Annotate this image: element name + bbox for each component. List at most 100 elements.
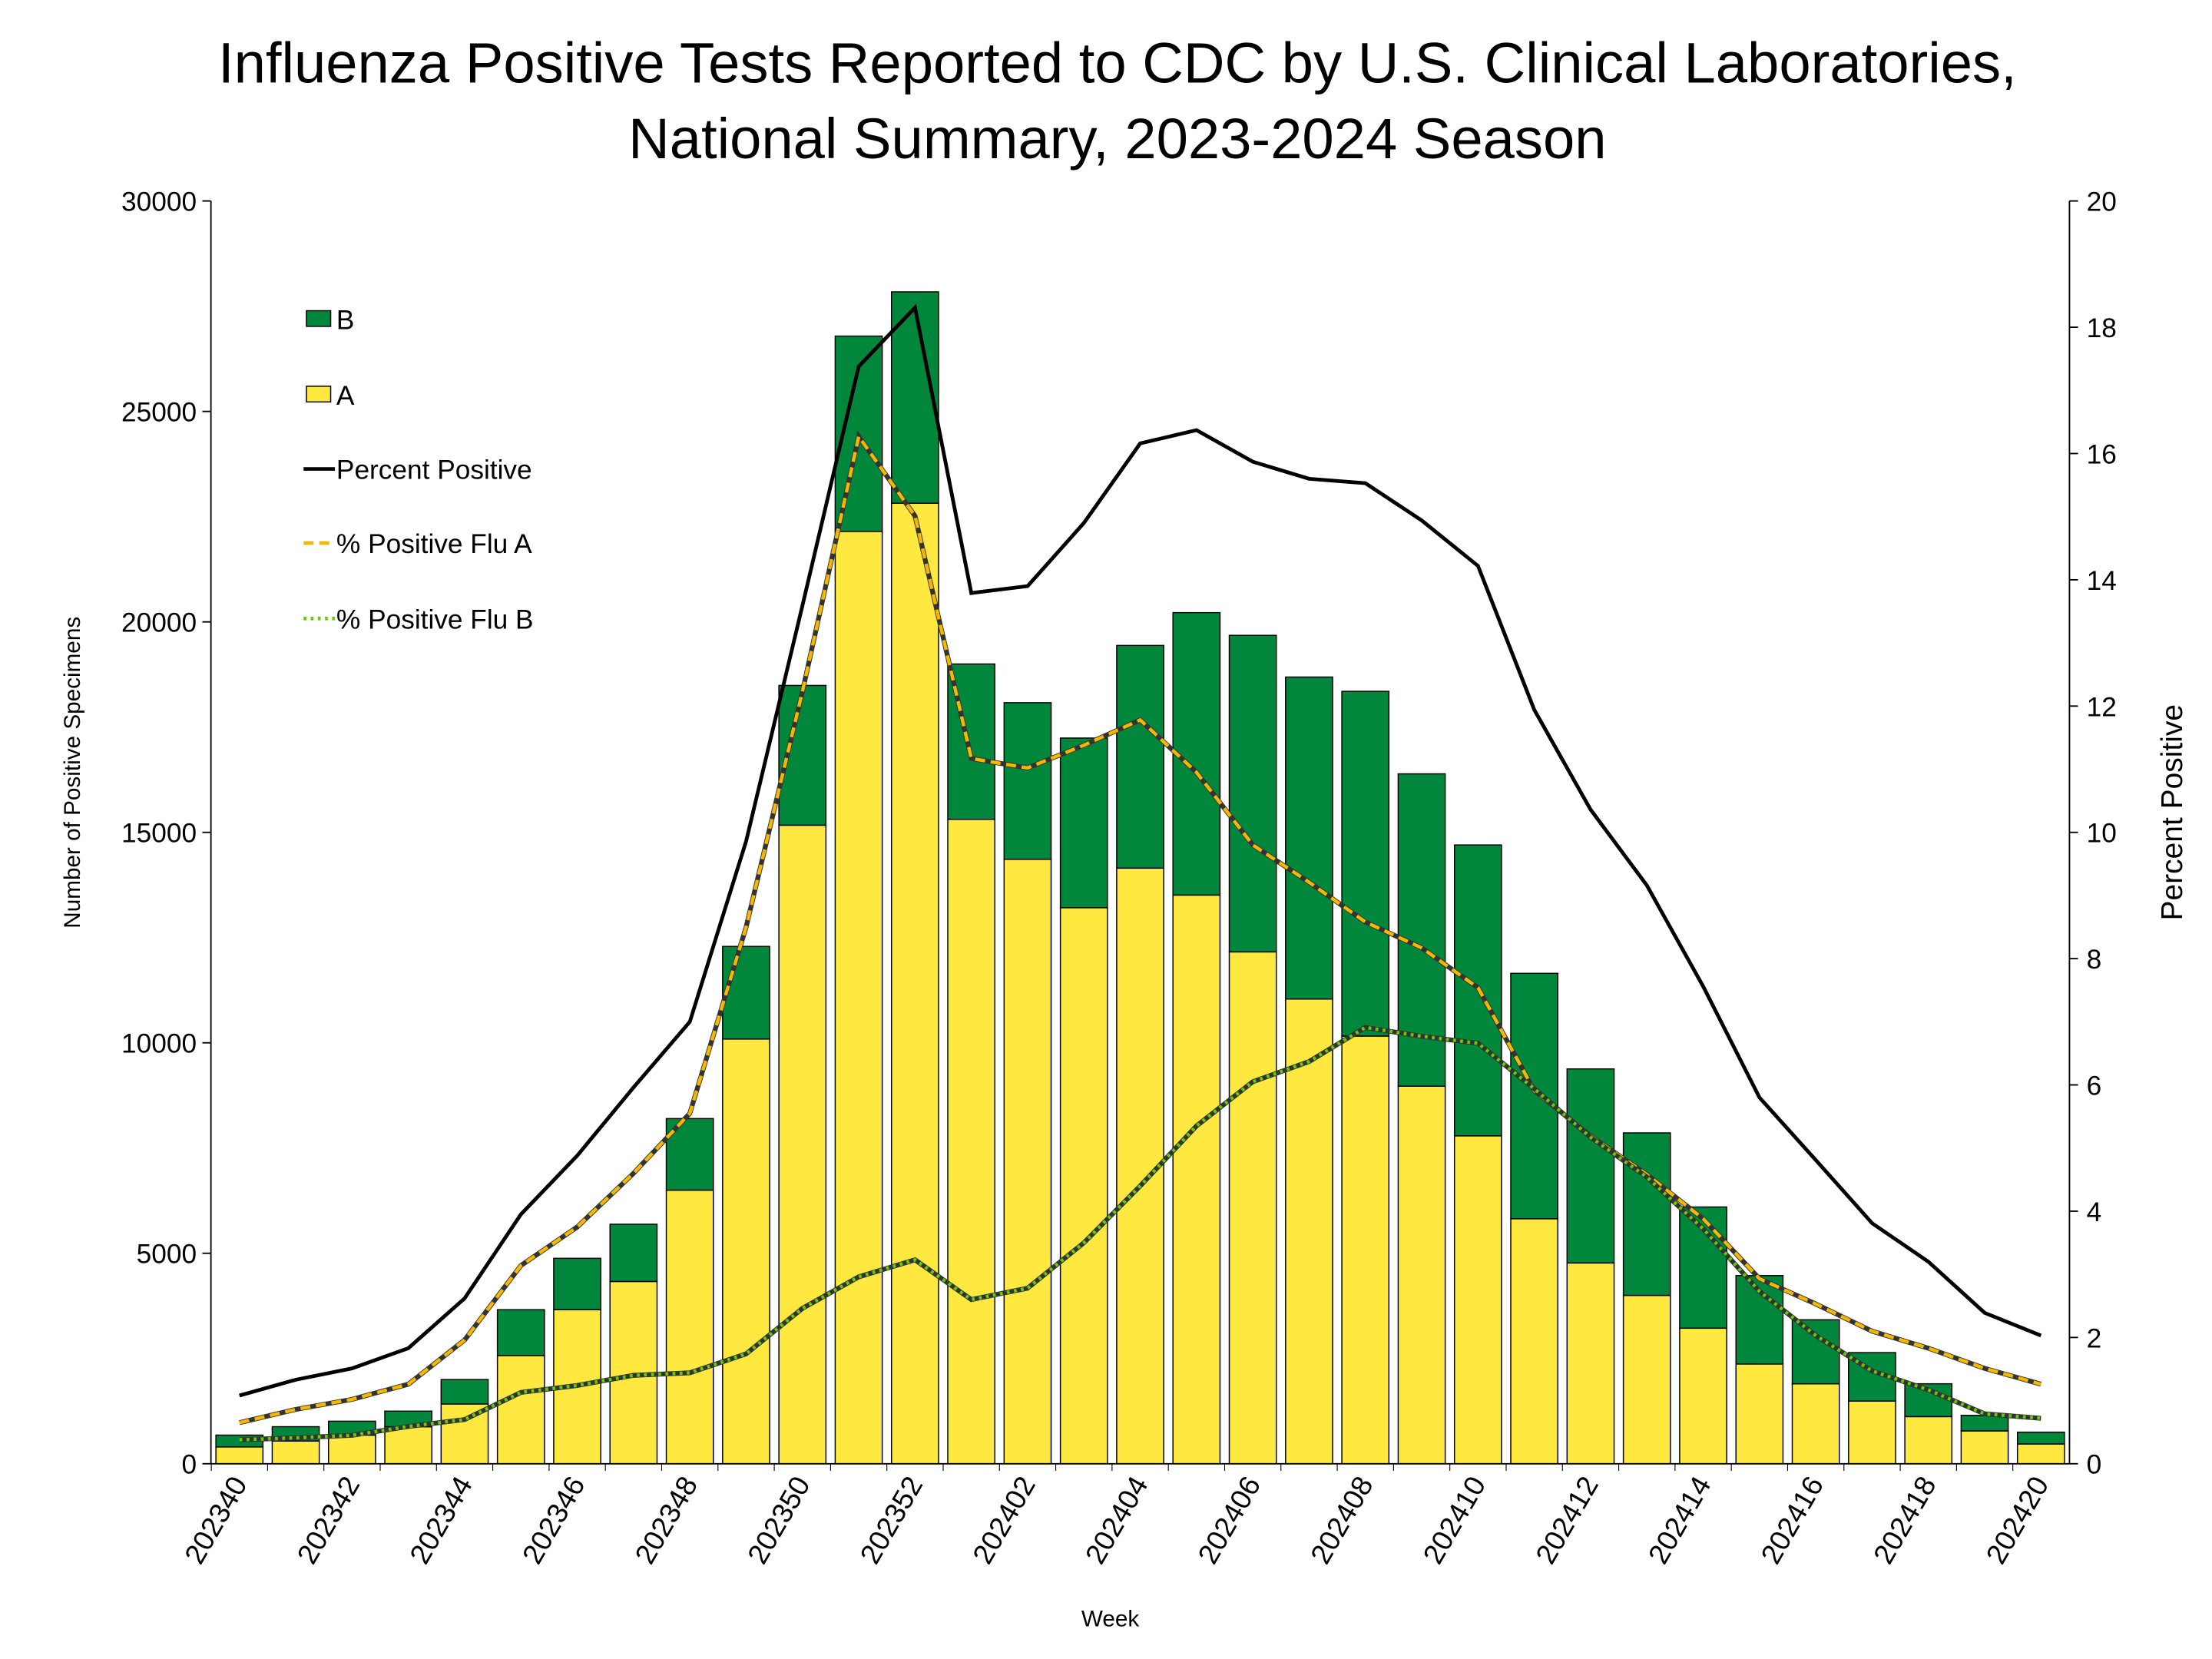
bar-A-202343 (384, 1426, 433, 1465)
x-tick-label: 202404 (1078, 1471, 1154, 1569)
bar-A-202409 (1397, 1085, 1446, 1465)
legend-label: B (336, 306, 355, 336)
y-left-tick-label: 0 (181, 1450, 197, 1480)
y-left-tick-label: 20000 (121, 608, 197, 638)
y-right-tick-label: 2 (2087, 1323, 2102, 1353)
x-tick-label: 202350 (741, 1471, 816, 1569)
chart-title-line-1: Influenza Positive Tests Reported to CDC… (218, 31, 2017, 95)
bar-B-202405 (1172, 611, 1221, 896)
bar-A-202348 (665, 1189, 714, 1465)
y-left-tick-label: 5000 (137, 1240, 197, 1270)
bar-A-202416 (1791, 1382, 1840, 1465)
x-tick-label: 202352 (853, 1471, 929, 1569)
line-flu-a (239, 432, 2041, 1425)
bar-B-202344 (440, 1379, 489, 1405)
x-tick-label: 202420 (1979, 1471, 2055, 1569)
bar-B-202419 (1960, 1415, 2009, 1432)
bar-A-202418 (1904, 1416, 1953, 1465)
bar-A-202419 (1960, 1430, 2009, 1465)
bar-A-202340 (215, 1446, 264, 1465)
x-tick-label: 202346 (515, 1471, 591, 1569)
y-left-tick-label: 15000 (121, 819, 197, 849)
y-axis-right-label: Percent Positive (2156, 704, 2189, 920)
bar-A-202403 (1059, 907, 1108, 1465)
x-tick-label: 202416 (1754, 1471, 1830, 1569)
bar-A-202408 (1341, 1035, 1390, 1465)
bar-A-202414 (1679, 1327, 1727, 1465)
bar-B-202352 (890, 291, 939, 504)
bar-B-202407 (1285, 676, 1333, 1000)
legend: B A Percent Positive % Positive Flu A % Posi… (303, 306, 534, 634)
bar-B-202345 (496, 1309, 545, 1356)
bar-A-202406 (1228, 951, 1277, 1465)
line-percent-positive (239, 303, 2042, 1398)
bar-B-202414 (1679, 1206, 1727, 1330)
bar-A-202342 (327, 1434, 376, 1465)
bar-A-202412 (1566, 1262, 1615, 1465)
bar-B-202413 (1622, 1132, 1671, 1296)
y-right-tick-label: 18 (2087, 313, 2117, 343)
x-tick-label: 202412 (1529, 1471, 1604, 1569)
x-tick-label: 202406 (1191, 1471, 1267, 1569)
bar-B-202420 (2016, 1431, 2065, 1445)
bar-A-202352 (890, 502, 939, 1465)
bar-A-202420 (2016, 1443, 2065, 1465)
x-tick-label: 202344 (403, 1471, 478, 1569)
bar-B-202349 (722, 945, 770, 1040)
lines (239, 303, 2042, 1442)
y-left-tick-label: 10000 (121, 1029, 197, 1059)
line-flu-b (239, 1025, 2041, 1442)
bar-A-202345 (496, 1355, 545, 1465)
y-right-tick-label: 0 (2087, 1450, 2102, 1480)
bar-A-202351 (834, 531, 883, 1465)
x-tick-label: 202340 (178, 1471, 253, 1569)
legend-label: Percent Positive (336, 455, 532, 485)
bars (215, 291, 2065, 1465)
bar-A-202341 (271, 1440, 320, 1465)
bar-B-202412 (1566, 1068, 1615, 1264)
y-left-tick-label: 25000 (121, 398, 197, 428)
bar-A-202405 (1172, 894, 1221, 1465)
x-axis-label: Week (1081, 1606, 1140, 1631)
y-left-tick-label: 30000 (121, 187, 197, 217)
bar-B-202346 (553, 1257, 601, 1310)
y-right-tick-label: 6 (2087, 1071, 2102, 1101)
chart-title-line-2: National Summary, 2023-2024 Season (628, 107, 1606, 171)
y-right-tick-label: 4 (2087, 1197, 2102, 1227)
y-axis-left-label: Number of Positive Specimens (60, 617, 85, 929)
legend-swatch-A (306, 386, 332, 403)
y-right-tick-label: 16 (2087, 439, 2117, 469)
bar-B-202408 (1341, 690, 1390, 1037)
bar-A-202401 (947, 818, 995, 1465)
bar-B-202402 (1003, 702, 1052, 860)
x-tick-label: 202402 (966, 1471, 1041, 1569)
bar-A-202417 (1848, 1400, 1896, 1465)
bar-A-202349 (722, 1038, 770, 1465)
legend-label: % Positive Flu B (336, 604, 534, 634)
bar-B-202411 (1510, 972, 1558, 1220)
bar-A-202407 (1285, 998, 1333, 1465)
x-tick-label: 202410 (1416, 1471, 1492, 1569)
bar-A-202415 (1735, 1363, 1784, 1465)
y-right-tick-label: 20 (2087, 187, 2117, 217)
y-right-tick-label: 12 (2087, 692, 2117, 722)
bar-A-202411 (1510, 1218, 1558, 1465)
legend-label: % Positive Flu A (336, 529, 532, 559)
y-right-tick-label: 8 (2087, 945, 2102, 975)
x-tick-label: 202348 (628, 1471, 704, 1569)
y-right-tick-label: 10 (2087, 819, 2117, 849)
x-tick-label: 202414 (1641, 1471, 1717, 1569)
legend-label: A (336, 381, 355, 411)
bar-A-202410 (1453, 1135, 1502, 1465)
x-tick-label: 202408 (1303, 1471, 1379, 1569)
bar-A-202413 (1622, 1294, 1671, 1465)
y-right-tick-label: 14 (2087, 566, 2117, 596)
bar-B-202406 (1228, 634, 1277, 953)
bar-A-202350 (778, 824, 827, 1465)
legend-swatch-B (306, 310, 332, 327)
bar-B-202403 (1059, 737, 1108, 909)
x-tick-label: 202342 (290, 1471, 366, 1569)
bar-A-202402 (1003, 859, 1052, 1465)
x-tick-label: 202418 (1866, 1471, 1942, 1569)
